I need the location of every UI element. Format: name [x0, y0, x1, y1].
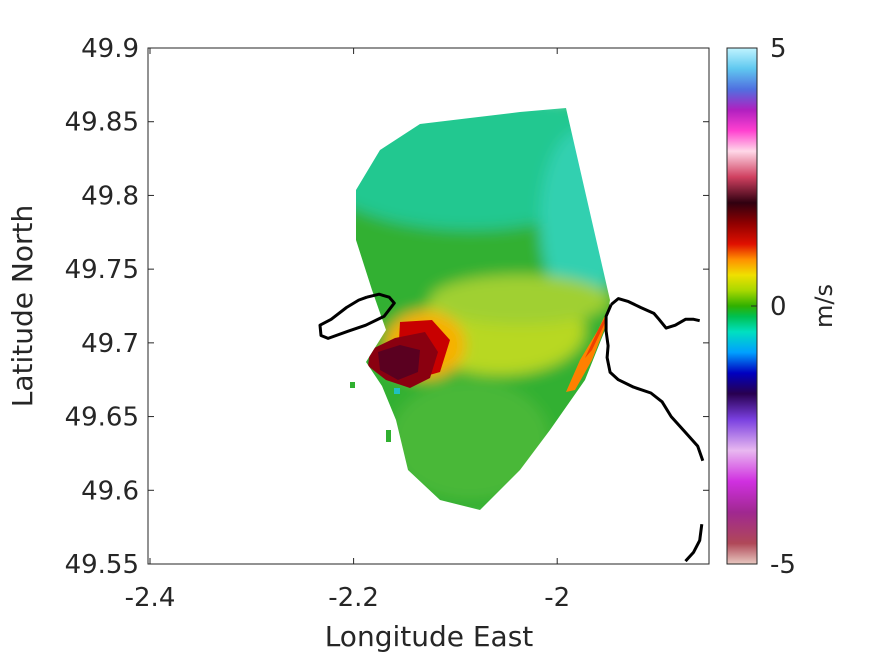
y-axis: 49.55 49.6 49.65 49.7 49.75 49.8 49.85 49.9	[65, 34, 709, 580]
x-axis-title: Longitude East	[325, 620, 534, 653]
mainland-coast-west	[604, 303, 705, 462]
colorbar: 5 0 -5 m/s	[726, 34, 838, 580]
y-tick-label: 49.6	[81, 476, 139, 506]
y-tick-label: 49.55	[65, 550, 139, 580]
field-center-lime	[430, 275, 610, 325]
colorbar-tick-label: 0	[770, 292, 787, 322]
colorbar-tick-label: -5	[770, 550, 796, 580]
mainland-coast-north	[610, 297, 701, 330]
mainland-coast-south	[684, 524, 704, 563]
y-tick-label: 49.9	[81, 34, 139, 64]
island-coast	[318, 292, 396, 340]
colorbar-tick-label: 5	[770, 34, 787, 64]
x-tick-label: -2.2	[328, 583, 379, 613]
x-tick-label: -2.4	[125, 583, 176, 613]
velocity-field	[350, 108, 610, 510]
y-tick-label: 49.7	[81, 329, 139, 359]
colorbar-label: m/s	[810, 284, 838, 328]
field-east-beam	[566, 305, 610, 392]
field-hotspot-core	[378, 345, 420, 380]
x-axis: -2.4 -2.2 -2	[125, 48, 570, 613]
y-tick-label: 49.85	[65, 108, 139, 138]
field-edge-speckle-3	[386, 430, 391, 442]
y-tick-label: 49.8	[81, 181, 139, 211]
plot-frame	[147, 47, 710, 565]
coastlines	[318, 292, 705, 563]
x-tick-label: -2	[544, 583, 570, 613]
field-edge-speckle-2	[394, 388, 400, 394]
field-south-green	[390, 380, 550, 500]
y-tick-label: 49.75	[65, 255, 139, 285]
y-tick-label: 49.65	[65, 403, 139, 433]
field-edge-speckle	[350, 382, 355, 388]
field-east-beam-core	[585, 310, 609, 358]
y-axis-title: Latitude North	[6, 205, 39, 407]
